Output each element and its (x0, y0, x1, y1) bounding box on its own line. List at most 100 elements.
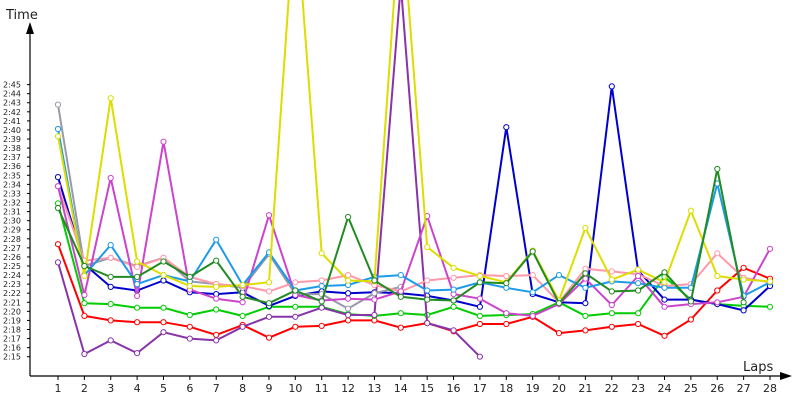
data-point (160, 329, 167, 336)
data-point (450, 274, 457, 281)
data-point (714, 299, 721, 306)
data-point (239, 323, 246, 330)
data-point (54, 241, 62, 248)
data-point (213, 337, 220, 344)
data-point (54, 133, 62, 140)
x-tick-label: 12 (341, 382, 355, 395)
data-point (397, 288, 404, 295)
data-point (424, 320, 431, 327)
x-tick-label: 8 (239, 382, 246, 395)
y-tick-label: 2:36 (3, 162, 21, 171)
data-point (635, 272, 642, 280)
data-point (608, 83, 615, 90)
y-tick-label: 2:45 (3, 81, 21, 90)
data-point (213, 257, 220, 264)
data-point (134, 263, 141, 270)
data-point (292, 303, 299, 310)
data-point (635, 266, 642, 273)
data-point (424, 277, 431, 284)
data-point (608, 310, 615, 317)
data-point (239, 293, 246, 300)
data-point (54, 125, 62, 133)
x-tick-label: 10 (288, 382, 302, 395)
data-point (529, 248, 536, 255)
data-point (450, 264, 457, 271)
data-point (397, 324, 404, 331)
data-point (371, 311, 378, 319)
data-point (213, 295, 220, 302)
x-axis-title: Laps (743, 360, 773, 375)
data-point (397, 272, 404, 279)
data-point (476, 353, 483, 360)
data-point (608, 288, 615, 295)
data-point (555, 330, 563, 337)
data-point (107, 254, 114, 261)
data-point (529, 289, 536, 296)
data-point (345, 311, 352, 319)
data-point (107, 317, 114, 324)
data-point (766, 278, 774, 285)
x-tick-label: 27 (737, 382, 751, 395)
x-tick-label: 16 (447, 382, 461, 395)
data-point (714, 250, 721, 257)
data-point (740, 276, 747, 283)
data-point (450, 327, 457, 334)
y-tick-label: 2:29 (3, 226, 21, 235)
data-point (635, 320, 642, 328)
data-point (318, 250, 325, 257)
data-point (371, 290, 378, 297)
data-point (424, 296, 431, 303)
data-point (160, 258, 167, 265)
data-point (476, 272, 483, 280)
data-point (345, 272, 352, 279)
data-point (503, 124, 510, 131)
x-tick-label: 28 (763, 382, 777, 395)
data-point (476, 295, 483, 302)
x-tick-label: 2 (81, 382, 88, 395)
x-tick-label: 9 (265, 382, 272, 395)
data-point (186, 273, 193, 280)
data-point (186, 323, 193, 330)
data-point (476, 279, 483, 286)
data-point (714, 165, 721, 173)
data-point (318, 282, 325, 290)
data-point (450, 297, 457, 304)
data-point (265, 313, 273, 320)
x-tick-label: 18 (499, 382, 513, 395)
data-point (160, 138, 167, 145)
y-tick-label: 2:33 (3, 189, 21, 198)
data-point (81, 262, 88, 270)
data-point (582, 327, 589, 334)
series-line (57, 203, 771, 317)
data-point (476, 303, 483, 310)
x-tick-label: 22 (605, 382, 619, 395)
data-point (186, 311, 193, 319)
data-point (292, 279, 299, 286)
x-tick-label: 19 (526, 382, 540, 395)
data-point (635, 287, 642, 294)
data-point (107, 174, 114, 182)
x-tick-label: 7 (213, 382, 220, 395)
series-9 (54, 0, 774, 304)
data-point (318, 304, 325, 311)
data-point (503, 280, 510, 287)
series-4 (54, 0, 483, 360)
data-point (239, 299, 246, 306)
series-7 (54, 138, 774, 319)
y-tick-label: 2:16 (3, 344, 21, 353)
data-point (186, 335, 193, 342)
data-point (54, 101, 62, 108)
data-point (186, 282, 193, 290)
data-point (635, 280, 642, 287)
data-point (766, 303, 774, 310)
data-point (265, 212, 273, 219)
data-point (371, 277, 378, 284)
data-point (292, 313, 299, 320)
data-point (345, 305, 352, 312)
y-tick-label: 2:28 (3, 235, 21, 244)
y-tick-label: 2:40 (3, 126, 21, 135)
data-point (134, 281, 141, 288)
x-tick-label: 3 (107, 382, 114, 395)
data-point (555, 272, 563, 279)
y-axis-arrow (26, 22, 34, 34)
